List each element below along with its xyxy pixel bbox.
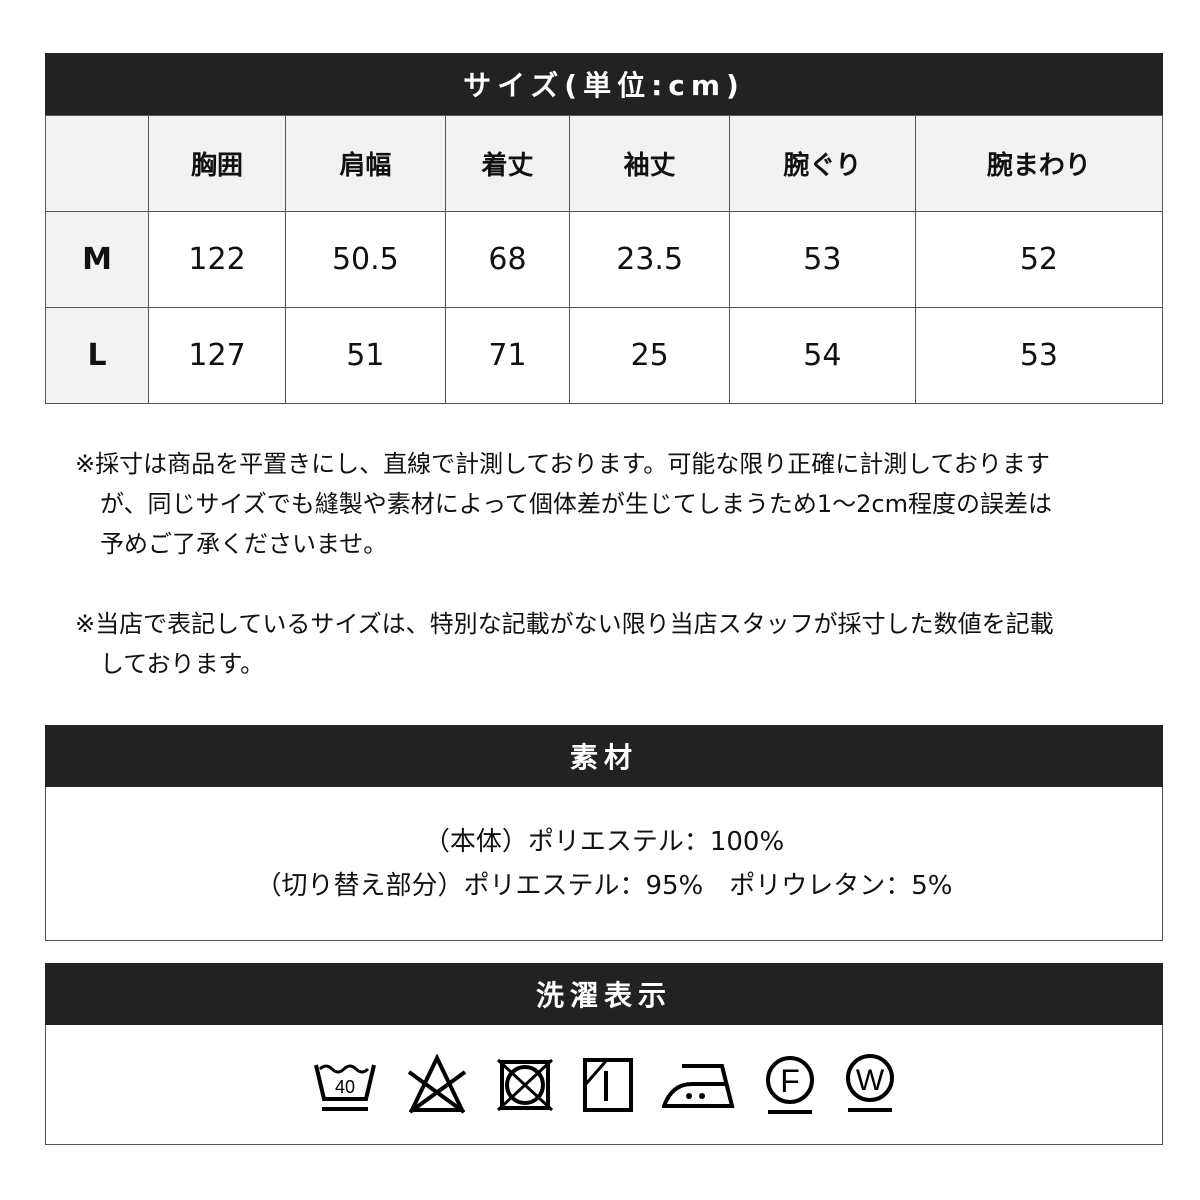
note-measurement: ※採寸は商品を平置きにし、直線で計測しております。可能な限り正確に計測しておりま… xyxy=(75,450,1052,558)
table-cell: 71 xyxy=(444,307,571,404)
header-cell: 胸囲 xyxy=(147,115,287,212)
header-cell xyxy=(45,115,149,212)
table-cell: 68 xyxy=(444,211,571,308)
table-row: L 127 51 71 25 54 53 xyxy=(45,307,1164,404)
dry-clean-f-gentle-icon: F xyxy=(766,1055,814,1114)
material-title: 素材 xyxy=(45,725,1163,787)
table-row: M 122 50.5 68 23.5 53 52 xyxy=(45,211,1164,308)
size-title: サイズ(単位:cm) xyxy=(45,53,1163,115)
note-size-source: ※当店で表記しているサイズは、特別な記載がない限り当店スタッフが採寸した数値を記… xyxy=(75,610,1054,678)
table-cell: 127 xyxy=(147,307,287,404)
material-line: （切り替え部分）ポリエステル：95% ポリウレタン：5% xyxy=(255,870,953,901)
table-cell: 52 xyxy=(914,211,1164,308)
table-cell: 53 xyxy=(728,211,916,308)
size-label: L xyxy=(45,307,149,404)
table-cell: 54 xyxy=(728,307,916,404)
dry-clean-label: F xyxy=(780,1063,800,1099)
no-tumble-dry-icon xyxy=(496,1058,554,1111)
table-cell: 50.5 xyxy=(285,211,446,308)
wet-clean-label: W xyxy=(856,1064,885,1097)
size-table: 胸囲 肩幅 着丈 袖丈 腕ぐり 腕まわり M 122 50.5 68 23.5 … xyxy=(45,115,1164,404)
care-icons: 40 F W xyxy=(45,1025,1163,1145)
notes: ※採寸は商品を平置きにし、直線で計測しております。可能な限り正確に計測しておりま… xyxy=(75,444,1065,724)
table-cell: 23.5 xyxy=(569,211,730,308)
material-box: （本体）ポリエステル：100% （切り替え部分）ポリエステル：95% ポリウレタ… xyxy=(45,787,1163,941)
table-header-row: 胸囲 肩幅 着丈 袖丈 腕ぐり 腕まわり xyxy=(45,115,1164,212)
header-cell: 着丈 xyxy=(444,115,571,212)
header-cell: 袖丈 xyxy=(569,115,730,212)
material-line: （本体）ポリエステル：100% xyxy=(423,826,785,857)
header-cell: 肩幅 xyxy=(285,115,446,212)
header-cell: 腕ぐり xyxy=(728,115,916,212)
care-title: 洗濯表示 xyxy=(45,963,1163,1025)
table-cell: 25 xyxy=(569,307,730,404)
wash-40-gentle-icon: 40 xyxy=(314,1064,376,1111)
wet-clean-gentle-icon: W xyxy=(846,1053,894,1112)
wash-temp: 40 xyxy=(335,1077,355,1097)
table-cell: 53 xyxy=(914,307,1164,404)
line-dry-shade-icon xyxy=(583,1057,633,1112)
no-bleach-icon xyxy=(407,1053,467,1114)
table-cell: 51 xyxy=(285,307,446,404)
header-cell: 腕まわり xyxy=(914,115,1164,212)
iron-medium-icon xyxy=(662,1063,735,1108)
table-cell: 122 xyxy=(147,211,287,308)
size-label: M xyxy=(45,211,149,308)
